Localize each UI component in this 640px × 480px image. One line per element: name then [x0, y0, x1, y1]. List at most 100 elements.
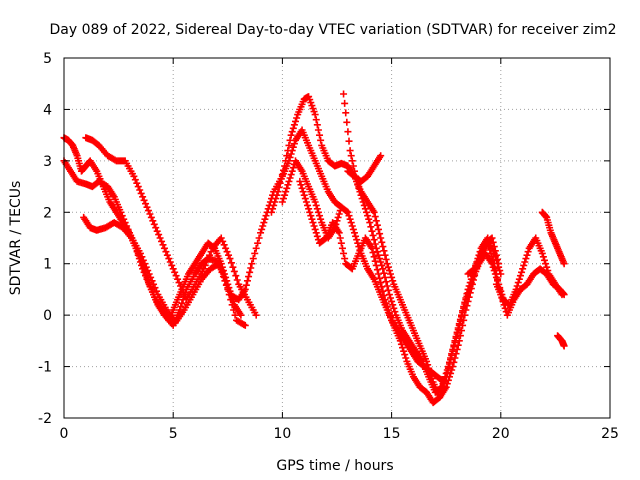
data-point	[130, 172, 138, 180]
data-point	[245, 273, 253, 281]
data-point	[307, 212, 315, 220]
axis-ticks: 0 5 10 15 20 25 -2 -1 0 1 2 3 4 5	[38, 51, 619, 442]
data-point	[385, 309, 393, 317]
data-point	[524, 248, 532, 256]
data-point	[368, 227, 376, 235]
y-tick-label: 2	[43, 205, 52, 221]
data-point	[373, 221, 381, 229]
data-point	[162, 248, 170, 256]
data-point	[437, 390, 445, 398]
data-point	[378, 283, 386, 291]
data-point	[150, 220, 158, 228]
data-point	[542, 260, 550, 268]
data-point	[206, 251, 214, 259]
data-point	[145, 270, 153, 278]
y-tick-label: 4	[43, 102, 52, 118]
data-point	[521, 258, 529, 266]
y-tick-label: 5	[43, 51, 52, 67]
data-point	[357, 191, 365, 199]
data-point	[147, 213, 155, 221]
data-point	[146, 210, 154, 218]
data-point	[152, 287, 160, 295]
data-point	[314, 208, 322, 216]
x-tick-label: 5	[169, 426, 178, 442]
data-point	[348, 157, 356, 165]
data-point	[341, 99, 349, 107]
y-tick-label: 0	[43, 308, 52, 324]
data-point	[516, 272, 524, 280]
data-point	[302, 198, 310, 206]
data-point	[381, 296, 389, 304]
data-point	[389, 301, 397, 309]
grid-lines	[64, 58, 610, 418]
data-point	[308, 215, 316, 223]
data-point	[289, 143, 297, 151]
x-tick-label: 20	[492, 426, 510, 442]
data-point	[305, 205, 313, 213]
data-point	[207, 248, 215, 256]
data-point	[252, 244, 260, 252]
data-point	[317, 215, 325, 223]
data-point	[272, 195, 280, 203]
data-point	[441, 373, 449, 381]
data-point	[251, 249, 259, 257]
data-point	[372, 244, 380, 252]
data-point	[448, 350, 456, 358]
data-point	[512, 285, 520, 293]
data-point	[374, 225, 382, 233]
data-point	[142, 263, 150, 271]
data-point	[349, 162, 357, 170]
data-point	[171, 268, 179, 276]
data-point	[369, 231, 377, 239]
data-point	[177, 303, 185, 311]
data-point	[342, 109, 350, 117]
data-point	[343, 207, 351, 215]
data-point	[290, 140, 298, 148]
data-point	[304, 201, 312, 209]
series-track	[538, 208, 568, 268]
data-point	[380, 291, 388, 299]
data-point	[455, 320, 463, 328]
data-point	[278, 171, 286, 179]
data-point	[279, 195, 287, 203]
data-point	[346, 215, 354, 223]
data-point	[447, 354, 455, 362]
data-point	[370, 208, 378, 216]
data-point	[176, 282, 184, 290]
data-point	[370, 236, 378, 244]
data-point	[362, 208, 370, 216]
data-point	[459, 307, 467, 315]
data-point	[496, 267, 504, 275]
data-point	[204, 255, 212, 263]
data-point	[278, 198, 286, 206]
data-point	[232, 272, 240, 280]
data-point	[259, 222, 267, 230]
data-point	[466, 279, 474, 287]
data-point	[486, 246, 494, 254]
data-point	[520, 261, 528, 269]
data-point	[371, 240, 379, 248]
data-point	[144, 207, 152, 215]
data-point	[231, 311, 239, 319]
data-point	[336, 234, 344, 242]
data-point	[313, 232, 321, 240]
data-point	[255, 234, 263, 242]
data-point	[440, 376, 448, 384]
data-point	[297, 181, 305, 189]
data-point	[140, 196, 148, 204]
data-point	[487, 249, 495, 257]
data-point	[462, 294, 470, 302]
data-point	[454, 324, 462, 332]
data-point	[312, 201, 320, 209]
series-track	[80, 213, 249, 329]
series-track	[554, 332, 568, 350]
data-point	[388, 273, 396, 281]
data-point	[384, 286, 392, 294]
data-point	[438, 383, 446, 391]
data-point	[311, 111, 319, 119]
data-point	[385, 291, 393, 299]
data-point	[366, 219, 374, 227]
data-point	[463, 290, 471, 298]
data-point	[494, 275, 502, 283]
data-point	[151, 284, 159, 292]
